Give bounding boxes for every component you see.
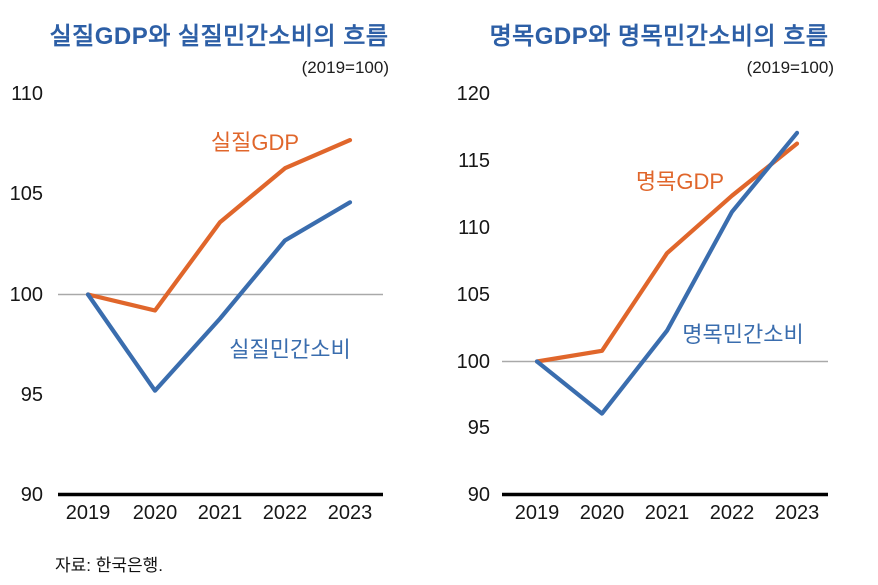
series-label-real-gdp: 실질GDP: [210, 130, 300, 155]
y-tick-label-chart-1: 90: [467, 484, 490, 507]
y-tick-label-chart-0: 105: [9, 183, 43, 206]
x-tick-label-chart-0: 2023: [327, 502, 373, 524]
x-tick-label-chart-1: 2019: [514, 502, 560, 524]
y-tick-label-chart-0: 95: [20, 383, 43, 406]
series-label-real-consumption: 실질민간소비: [229, 337, 351, 362]
x-tick-label-chart-0: 2020: [132, 502, 178, 524]
y-tick-label-chart-0: 110: [11, 83, 43, 105]
y-tick-label-chart-1: 105: [456, 283, 490, 306]
x-tick-label-chart-0: 2021: [197, 502, 243, 524]
y-tick-label-chart-0: 100: [9, 283, 43, 306]
y-tick-label-chart-1: 115: [458, 149, 490, 172]
left-chart-title: 실질GDP와 실질민간소비의 흐름: [49, 23, 389, 50]
right-chart-subtitle: (2019=100): [746, 58, 834, 77]
series-line-chart-1-0: [534, 141, 800, 364]
series-label-nominal-gdp: 명목GDP: [635, 169, 725, 194]
y-tick-label-chart-1: 100: [456, 350, 490, 373]
series-line-chart-1-1: [534, 130, 800, 416]
x-tick-label-chart-1: 2023: [774, 502, 820, 524]
y-tick-label-chart-1: 95: [467, 417, 490, 440]
y-tick-label-chart-1: 120: [456, 83, 490, 106]
x-tick-label-chart-0: 2019: [65, 502, 111, 524]
series-label-nominal-consumption: 명목민간소비: [682, 322, 804, 347]
left-chart-subtitle: (2019=100): [301, 58, 389, 77]
series-line-chart-0-1: [85, 200, 353, 393]
y-tick-label-chart-1: 110: [458, 216, 490, 239]
y-tick-label-chart-0: 90: [20, 484, 43, 506]
x-tick-label-chart-0: 2022: [262, 502, 308, 524]
x-tick-label-chart-1: 2022: [709, 502, 755, 524]
right-chart-title: 명목GDP와 명목민간소비의 흐름: [489, 23, 829, 50]
x-tick-label-chart-1: 2020: [579, 502, 625, 524]
source-note: 자료: 한국은행.: [55, 556, 164, 575]
series-line-chart-0-0: [85, 138, 353, 313]
x-tick-label-chart-1: 2021: [644, 502, 690, 524]
